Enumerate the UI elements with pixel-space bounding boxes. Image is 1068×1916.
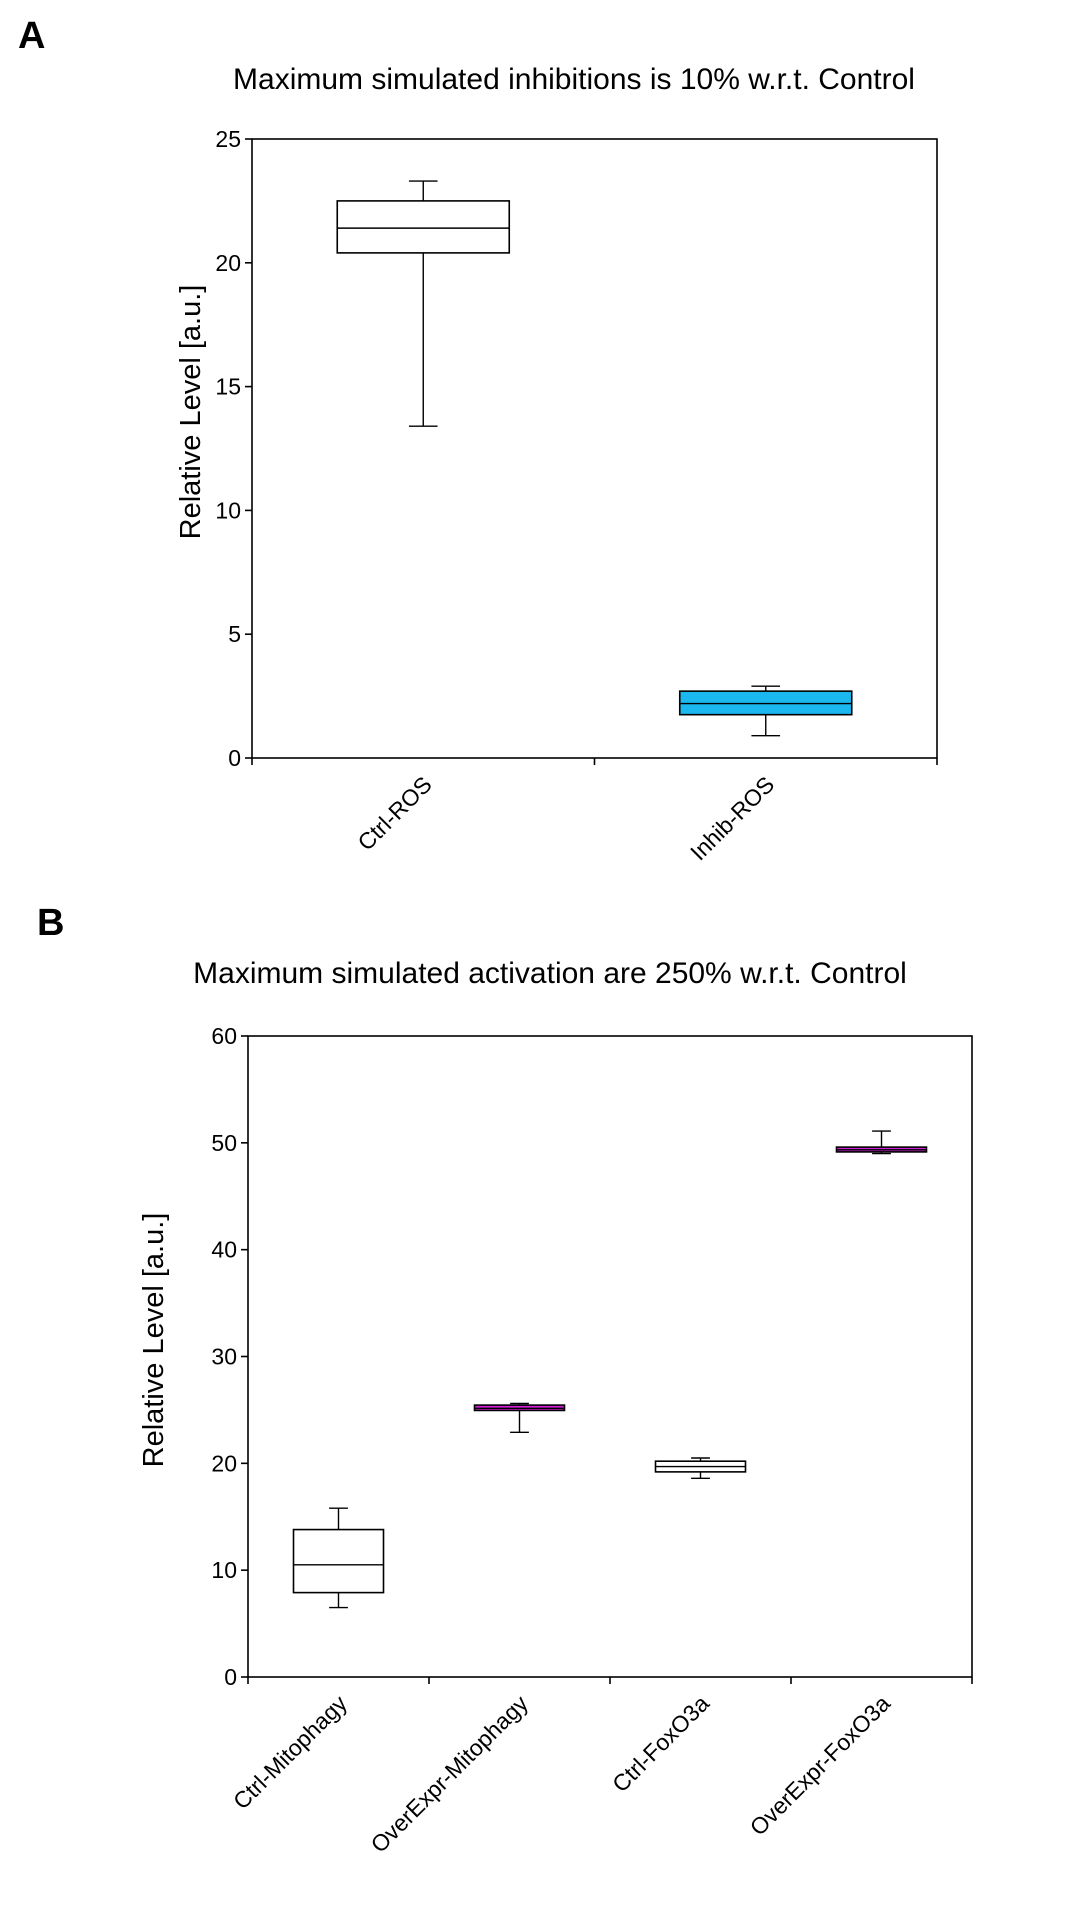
panel-b-ytick-label-60: 60 [211, 1023, 237, 1049]
panel-b-ytick-label-40: 40 [211, 1237, 237, 1263]
panel-b-ylabel: Relative Level [a.u.] [138, 1213, 170, 1468]
panel-a-ytick-label-5: 5 [228, 621, 241, 647]
panel-b-ytick-label-0: 0 [224, 1664, 237, 1690]
panel-b-title: Maximum simulated activation are 250% w.… [193, 957, 907, 990]
panel-a-box-0 [336, 180, 511, 427]
panel-b-category-label-0: Ctrl-Mitophagy [228, 1690, 352, 1814]
panel-a-box-body-0 [336, 200, 511, 254]
panel-a-ytick-label-10: 10 [215, 497, 241, 523]
panel-b-box-3 [835, 1130, 928, 1155]
panel-a-ytick-label-25: 25 [215, 126, 241, 152]
panel-b-plot-area: 0 10 20 30 40 50 60 Ctrl-Mitophagy OverExpr-Mito… [211, 1023, 973, 1858]
panel-b-ytick-label-20: 20 [211, 1450, 237, 1476]
panel-b-box-0 [292, 1507, 385, 1609]
panel-a-letter: A [18, 15, 45, 57]
panel-a-ytick-label-20: 20 [215, 250, 241, 276]
panel-a-box-1 [678, 685, 853, 737]
panel-a-category-label-1: Inhib-ROS [685, 771, 779, 865]
panel-b-box-body-0 [292, 1528, 385, 1594]
panel-a: A Maximum simulated inhibitions is 10% w… [18, 15, 938, 865]
panel-b-category-label-2: Ctrl-FoxO3a [607, 1690, 714, 1797]
panel-a-ytick-label-0: 0 [228, 745, 241, 771]
panel-a-category-label-0: Ctrl-ROS [352, 771, 436, 855]
panel-b-ytick-label-10: 10 [211, 1557, 237, 1583]
panel-b-box-2 [654, 1457, 747, 1479]
panel-b-box-1 [473, 1402, 566, 1434]
panel-b-category-label-1: OverExpr-Mitophagy [366, 1690, 534, 1858]
panel-b: B Maximum simulated activation are 250% … [37, 902, 973, 1858]
panel-a-ylabel: Relative Level [a.u.] [175, 285, 207, 540]
panel-b-ytick-label-30: 30 [211, 1344, 237, 1370]
panel-b-ytick-label-50: 50 [211, 1130, 237, 1156]
panel-a-title: Maximum simulated inhibitions is 10% w.r… [233, 63, 915, 96]
panel-b-letter: B [37, 902, 64, 944]
panel-b-category-label-3: OverExpr-FoxO3a [745, 1690, 895, 1840]
panel-a-plot-area: 0 5 10 15 20 25 Ctrl-ROS Inhib-ROS [215, 126, 938, 865]
panel-a-ytick-label-15: 15 [215, 374, 241, 400]
